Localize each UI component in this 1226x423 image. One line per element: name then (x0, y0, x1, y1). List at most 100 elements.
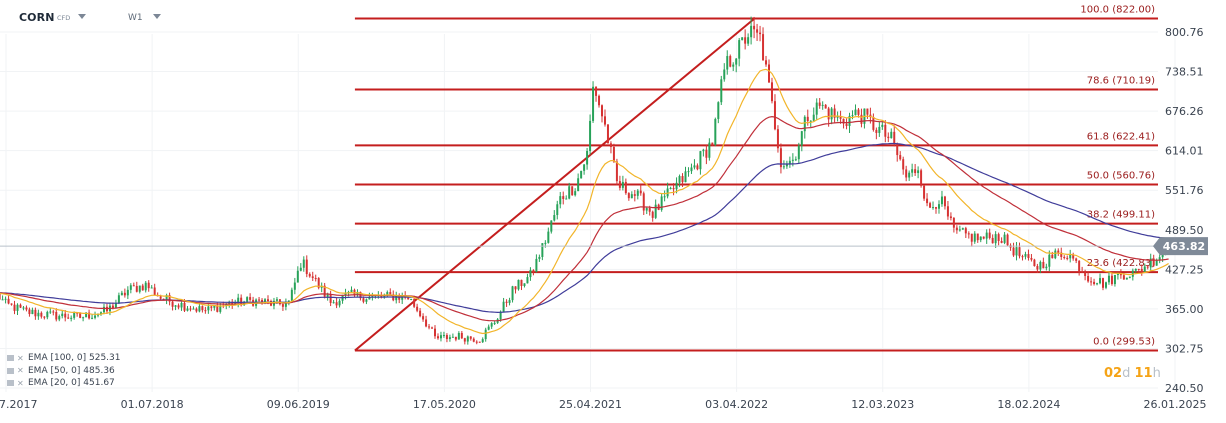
candle-body (165, 295, 168, 300)
candle-body (747, 37, 750, 44)
candle-body (577, 178, 580, 192)
candle-body (580, 170, 583, 179)
indicator-settings-icon[interactable] (7, 380, 14, 387)
candle-body (1158, 257, 1161, 261)
candle-body (419, 310, 422, 317)
candle-body (943, 196, 946, 207)
candle-body (684, 171, 687, 183)
remove-indicator-icon[interactable]: ✕ (17, 378, 24, 388)
candle-body (547, 231, 550, 243)
candle-body (219, 305, 222, 312)
fib-level-label: 50.0 (560.76) (1087, 171, 1155, 182)
candle-body (648, 208, 651, 212)
candle-body (1122, 275, 1125, 280)
candle-body (911, 169, 914, 173)
candle-body (601, 105, 604, 117)
candle-body (1075, 258, 1078, 261)
chart-header: CORN CFD W1 (0, 0, 1226, 34)
ema-lines (0, 68, 1169, 335)
timeframe-dropdown-chevron-icon[interactable] (153, 14, 161, 19)
candle-body (988, 232, 991, 238)
candle-body (508, 300, 511, 303)
symbol-name[interactable]: CORN (19, 11, 55, 24)
candle-body (162, 298, 165, 300)
candle-body (428, 326, 431, 328)
candle-body (946, 206, 949, 217)
candle-body (750, 25, 753, 38)
candle-body (845, 123, 848, 126)
candle-body (114, 302, 117, 309)
candle-body (1140, 268, 1143, 272)
candle-body (174, 305, 177, 307)
candle-body (857, 109, 860, 115)
candle-body (1155, 260, 1158, 266)
candle-body (884, 124, 887, 137)
candle-body (589, 120, 592, 151)
candle-body (762, 34, 765, 61)
candle-body (753, 25, 756, 30)
candle-body (213, 305, 216, 308)
candle-body (258, 299, 261, 301)
candle-body (1146, 266, 1149, 268)
candle-body (770, 82, 773, 102)
x-axis: 23.07.2017 01.07.2018 09.06.2019 17.05.2020… (0, 398, 1206, 411)
candle-body (598, 95, 601, 106)
candle-body (79, 313, 82, 318)
candle-body (10, 303, 13, 305)
y-tick-label: 489.50 (1165, 224, 1204, 237)
remove-indicator-icon[interactable]: ✕ (17, 366, 24, 376)
candle-body (1087, 275, 1090, 282)
indicator-settings-icon[interactable] (7, 367, 14, 374)
candle-body (204, 310, 207, 312)
candle-body (413, 299, 416, 307)
candle-body (741, 37, 744, 41)
candle-body (380, 295, 383, 298)
candle-body (478, 341, 481, 343)
candle-body (1060, 252, 1063, 257)
fib-level-label: 38.2 (499.11) (1087, 210, 1155, 221)
candle-body (776, 129, 779, 149)
candle-body (1039, 261, 1042, 270)
candle-body (389, 292, 392, 295)
candle-body (827, 108, 830, 120)
candle-body (994, 234, 997, 244)
candle-body (132, 285, 135, 287)
fib-level-label: 23.6 (422.83) (1087, 258, 1155, 269)
candle-body (383, 295, 386, 298)
candle-body (800, 131, 803, 146)
candle-body (284, 302, 287, 307)
candle-body (618, 181, 621, 188)
candle-body (926, 198, 929, 204)
legend-label: EMA [50, 0] (28, 365, 81, 376)
candle-body (422, 316, 425, 320)
candle-body (311, 276, 314, 278)
countdown-days: 02 (1104, 366, 1123, 381)
remove-indicator-icon[interactable]: ✕ (17, 353, 24, 363)
indicator-settings-icon[interactable] (7, 355, 14, 362)
candle-body (592, 86, 595, 121)
fib-level-label: 78.6 (710.19) (1087, 76, 1155, 87)
candle-body (144, 282, 147, 291)
candle-body (28, 309, 31, 315)
candle-body (830, 108, 833, 120)
legend-row-ema20: ✕ EMA [20, 0] 451.67 (7, 377, 121, 390)
candle-body (914, 169, 917, 174)
countdown-hours-unit: h (1152, 366, 1161, 381)
candle-body (1, 299, 4, 301)
candle-body (55, 311, 58, 320)
candle-body (16, 304, 19, 311)
candle-body (660, 196, 663, 210)
instrument-type-badge: CFD (57, 14, 71, 22)
y-tick-label: 614.01 (1165, 145, 1204, 158)
candle-body (189, 308, 192, 310)
candle-body (890, 131, 893, 139)
symbol-dropdown-chevron-icon[interactable] (78, 14, 86, 19)
candle-body (1093, 281, 1096, 285)
x-tick-label: 18.02.2024 (997, 398, 1060, 411)
timeframe-selector[interactable]: W1 (128, 13, 143, 23)
candle-body (902, 159, 905, 170)
candle-body (308, 274, 311, 277)
candle-body (102, 306, 105, 313)
